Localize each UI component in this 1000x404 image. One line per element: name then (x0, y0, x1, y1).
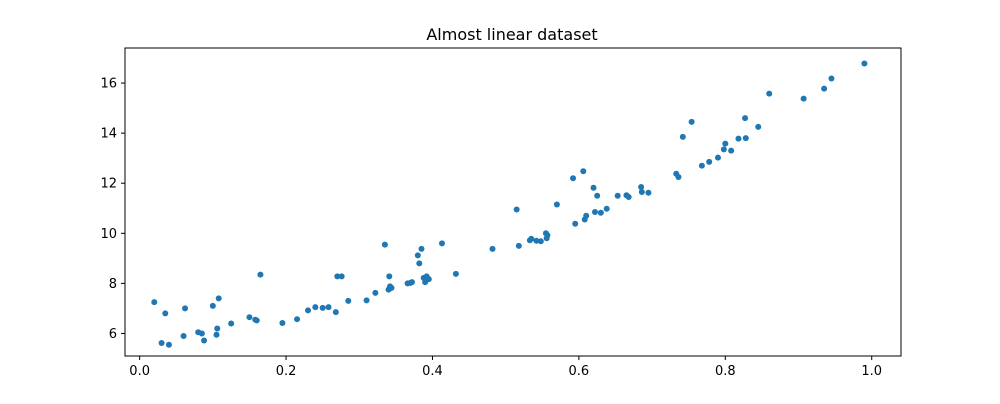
data-point (572, 220, 579, 227)
data-point (425, 276, 432, 283)
chart-title: Almost linear dataset (426, 25, 597, 44)
data-point (688, 118, 695, 125)
data-point (198, 330, 205, 337)
data-point (438, 240, 445, 247)
data-point (228, 320, 235, 327)
data-point (201, 337, 208, 344)
data-point (182, 305, 189, 312)
data-point (537, 238, 544, 245)
data-point (381, 241, 388, 248)
x-tick-label: 0.2 (276, 364, 297, 379)
x-axis-ticks: 0.0 0.2 0.4 0.6 0.8 1.0 (129, 356, 882, 379)
data-point (452, 270, 459, 277)
points-layer (151, 60, 868, 348)
data-point (162, 310, 169, 317)
data-point (180, 332, 187, 339)
data-point (590, 184, 597, 191)
data-point (720, 146, 727, 153)
data-point (209, 302, 216, 309)
y-tick-label: 14 (100, 127, 117, 142)
data-point (755, 123, 762, 130)
data-point (158, 339, 165, 346)
data-point (570, 175, 577, 182)
data-point (408, 279, 415, 286)
data-point (821, 85, 828, 92)
data-point (638, 183, 645, 190)
data-point (363, 297, 370, 304)
data-point (645, 189, 652, 196)
data-point (319, 304, 326, 311)
data-point (638, 188, 645, 195)
data-point (253, 317, 260, 324)
y-axis-ticks: 6 8 10 12 14 16 (100, 77, 125, 342)
data-point (735, 135, 742, 142)
data-point (553, 201, 560, 208)
data-point (800, 95, 807, 102)
data-point (388, 284, 395, 291)
data-point (294, 316, 301, 323)
data-point (489, 245, 496, 252)
data-point (312, 304, 319, 311)
data-point (213, 331, 220, 338)
data-point (742, 115, 749, 122)
x-tick-label: 0.6 (569, 364, 590, 379)
data-point (679, 133, 686, 140)
data-point (151, 299, 158, 306)
data-point (861, 60, 868, 67)
data-point (165, 341, 172, 348)
y-tick-label: 16 (100, 77, 117, 92)
data-point (513, 206, 520, 213)
y-tick-label: 6 (109, 327, 117, 342)
data-point (706, 158, 713, 165)
data-point (766, 90, 773, 97)
data-point (416, 260, 423, 267)
data-point (544, 232, 551, 239)
x-tick-label: 1.0 (861, 364, 882, 379)
data-point (742, 135, 749, 142)
data-point (515, 242, 522, 249)
data-point (603, 205, 610, 212)
data-point (591, 209, 598, 216)
data-point (675, 173, 682, 180)
data-point (698, 162, 705, 169)
data-point (597, 209, 604, 216)
data-point (279, 319, 286, 326)
data-point (215, 295, 222, 302)
data-point (418, 245, 425, 252)
x-tick-label: 0.8 (715, 364, 736, 379)
data-point (257, 271, 264, 278)
data-point (246, 314, 253, 321)
plot-area-frame (124, 47, 902, 357)
data-point (305, 307, 312, 314)
data-point (714, 154, 721, 161)
data-point (414, 252, 421, 259)
data-point (338, 273, 345, 280)
data-point (334, 273, 341, 280)
x-tick-label: 0.0 (129, 364, 150, 379)
y-tick-label: 8 (109, 277, 117, 292)
data-point (528, 235, 535, 242)
data-point (386, 273, 393, 280)
data-point (583, 212, 590, 219)
x-tick-label: 0.4 (422, 364, 443, 379)
data-point (345, 297, 352, 304)
y-tick-label: 12 (100, 177, 117, 192)
data-point (332, 309, 339, 316)
data-point (728, 147, 735, 154)
data-point (614, 192, 621, 199)
y-tick-label: 10 (100, 227, 117, 242)
data-point (722, 140, 729, 147)
data-point (214, 325, 221, 332)
data-point (828, 75, 835, 82)
data-point (594, 192, 601, 199)
data-point (580, 168, 587, 175)
data-point (325, 304, 332, 311)
data-point (625, 193, 632, 200)
data-point (533, 237, 540, 244)
data-point (372, 289, 379, 296)
